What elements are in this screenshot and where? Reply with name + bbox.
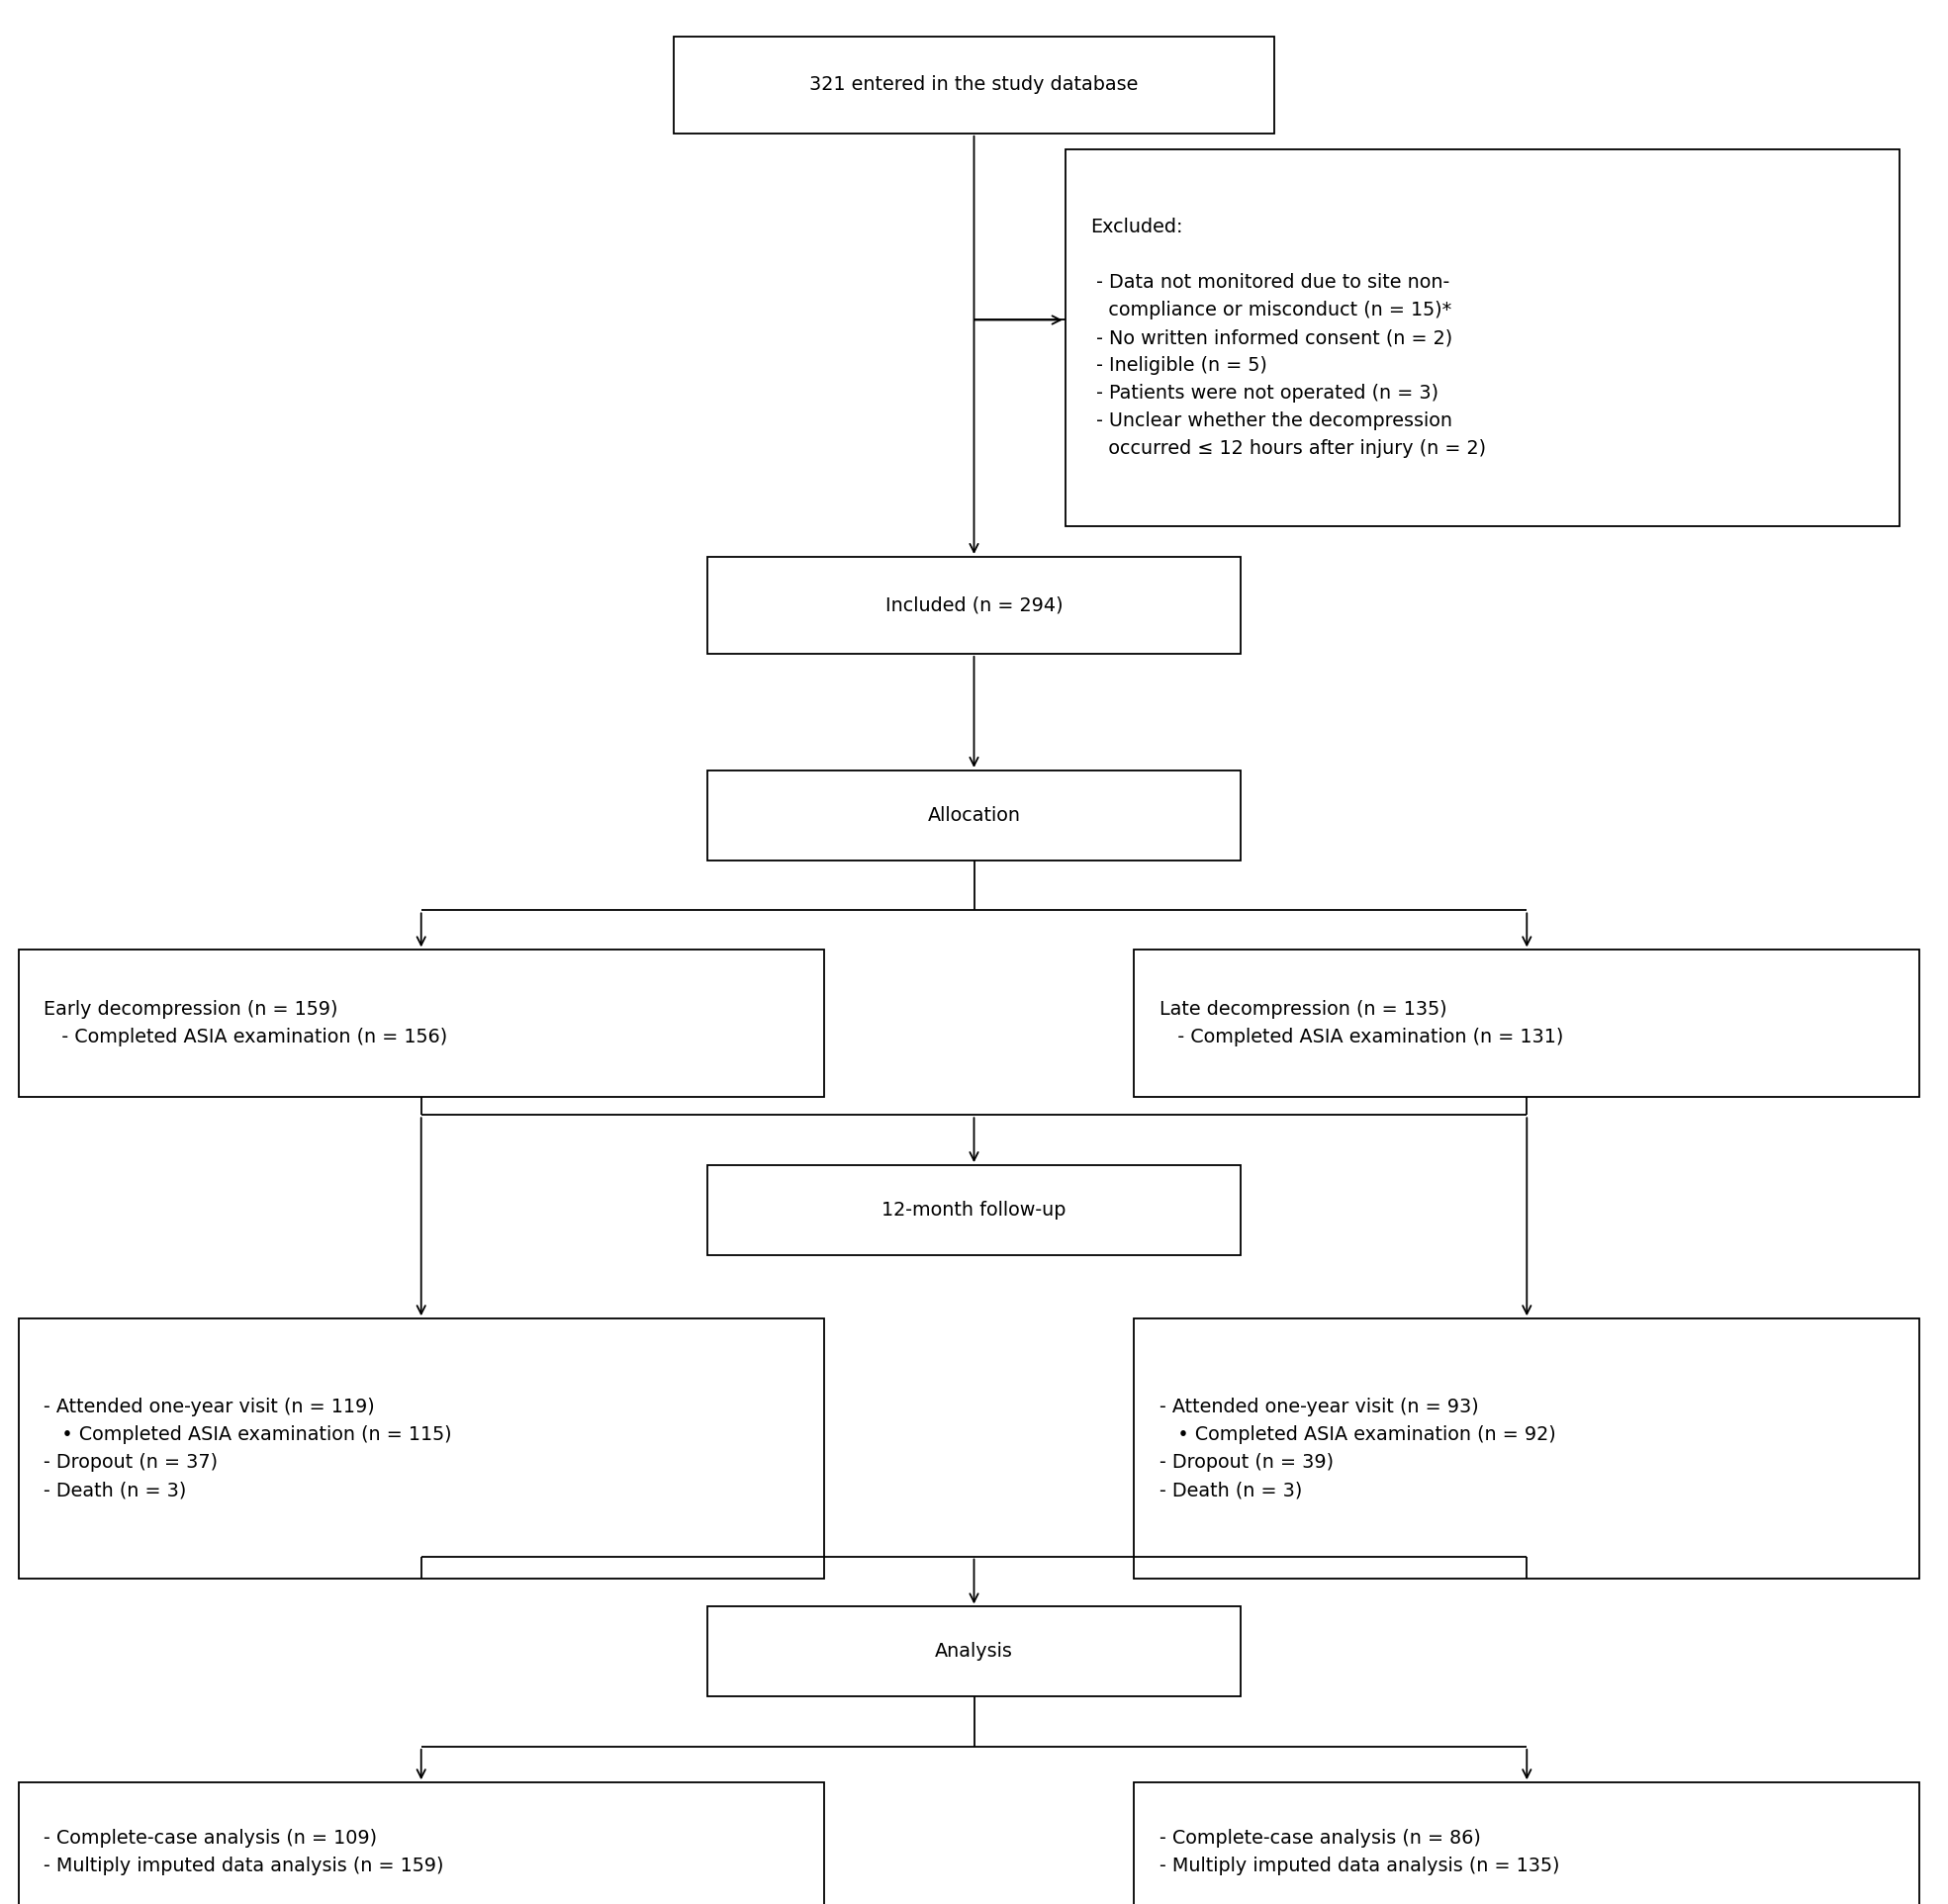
Text: 12-month follow-up: 12-month follow-up [882,1201,1066,1219]
Text: Late decompression (n = 135)
   - Completed ASIA examination (n = 131): Late decompression (n = 135) - Completed… [1159,1000,1562,1047]
Bar [19,950,824,1097]
Bar [1134,1782,1919,1904]
Bar [19,1319,824,1578]
Bar [1134,1319,1919,1578]
Text: Early decompression (n = 159)
   - Completed ASIA examination (n = 156): Early decompression (n = 159) - Complete… [45,1000,448,1047]
Bar [674,36,1274,133]
Text: Allocation: Allocation [927,805,1021,824]
Bar [1066,150,1899,526]
Text: - Attended one-year visit (n = 119)
   • Completed ASIA examination (n = 115)
- : - Attended one-year visit (n = 119) • Co… [45,1398,452,1500]
Text: Included (n = 294): Included (n = 294) [884,596,1064,615]
Bar [1134,950,1919,1097]
Bar [19,1782,824,1904]
Text: - Complete-case analysis (n = 109)
- Multiply imputed data analysis (n = 159): - Complete-case analysis (n = 109) - Mul… [45,1830,444,1875]
Bar [707,556,1241,653]
Text: Excluded:

 - Data not monitored due to site non-
   compliance or misconduct (n: Excluded: - Data not monitored due to si… [1091,217,1486,459]
Bar [707,1165,1241,1255]
Text: - Complete-case analysis (n = 86)
- Multiply imputed data analysis (n = 135): - Complete-case analysis (n = 86) - Mult… [1159,1830,1560,1875]
Text: - Attended one-year visit (n = 93)
   • Completed ASIA examination (n = 92)
- Dr: - Attended one-year visit (n = 93) • Com… [1159,1398,1556,1500]
Bar [707,771,1241,861]
Text: Analysis: Analysis [935,1641,1013,1660]
Bar [707,1607,1241,1696]
Text: 321 entered in the study database: 321 entered in the study database [810,76,1138,95]
